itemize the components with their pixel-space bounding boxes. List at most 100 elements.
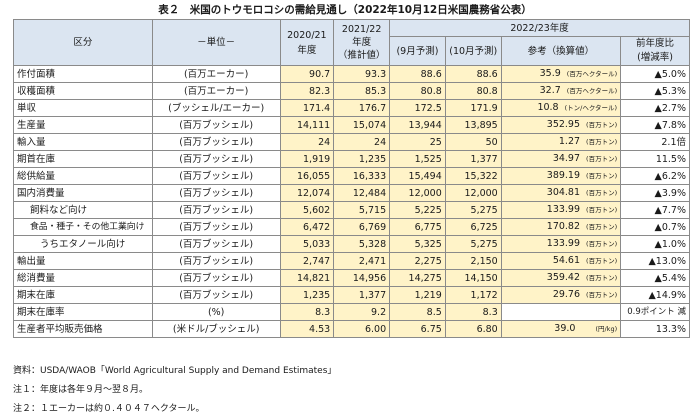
row-change: ▲2.7% bbox=[620, 99, 690, 117]
row-sep: 5,325 bbox=[389, 235, 446, 253]
row-v2020: 16,055 bbox=[279, 167, 335, 185]
row-unit: (百万ブッシェル) bbox=[151, 133, 281, 151]
row-change: ▲5.3% bbox=[620, 82, 690, 100]
row-sep: 6,775 bbox=[389, 218, 446, 236]
row-ref-unit: (百万トン) bbox=[586, 206, 618, 214]
row-v2021: 176.7 bbox=[333, 99, 391, 117]
row-item: 期末在庫率 bbox=[13, 303, 153, 321]
row-sep: 13,944 bbox=[389, 116, 446, 134]
row-v2021: 24 bbox=[333, 133, 391, 151]
table-row: 生産量 (百万ブッシェル) 14,111 15,074 13,944 13,89… bbox=[13, 116, 690, 134]
supply-demand-table: 区分 －単位－ 2020/21 年度 2021/22 年度 （推計値） 2022… bbox=[13, 19, 690, 338]
row-ref-value: 34.97 bbox=[552, 153, 581, 164]
row-unit: (百万ブッシェル) bbox=[151, 286, 281, 304]
row-ref: 170.82 (百万トン) bbox=[500, 218, 622, 236]
row-ref-unit: (百万トン) bbox=[586, 155, 618, 163]
row-v2020: 24 bbox=[279, 133, 335, 151]
row-ref-unit: (円/kg) bbox=[595, 325, 618, 333]
header-2020-year: 2020/21 bbox=[287, 29, 327, 41]
table-row: 食品・種子・その他工業向け (百万ブッシェル) 6,472 6,769 6,77… bbox=[13, 218, 690, 236]
row-change: ▲0.7% bbox=[620, 218, 690, 236]
row-ref-value: 54.61 bbox=[552, 255, 581, 266]
note-2: 注２：１エーカーは約０.４０４７ヘクタール。 bbox=[13, 404, 205, 414]
row-ref-value: 352.95 bbox=[546, 119, 581, 130]
header-oct: (10月予測) bbox=[444, 36, 502, 66]
row-ref-unit: (百万トン) bbox=[586, 189, 618, 197]
row-sep: 1,219 bbox=[389, 286, 446, 304]
row-change: ▲1.0% bbox=[620, 235, 690, 253]
row-v2020: 12,074 bbox=[279, 184, 335, 202]
row-ref bbox=[500, 303, 622, 321]
row-ref: 352.95 (百万トン) bbox=[500, 116, 622, 134]
row-unit: (米ドル/ブッシェル) bbox=[151, 320, 281, 338]
row-item: 輸出量 bbox=[13, 252, 153, 270]
row-oct: 80.8 bbox=[444, 82, 502, 100]
row-sep: 2,275 bbox=[389, 252, 446, 270]
row-v2020: 1,235 bbox=[279, 286, 335, 304]
row-ref-unit: (百万ヘクタール) bbox=[566, 87, 618, 95]
row-oct: 2,150 bbox=[444, 252, 502, 270]
row-unit: (百万ブッシェル) bbox=[151, 269, 281, 287]
row-v2020: 2,747 bbox=[279, 252, 335, 270]
row-v2021: 5,715 bbox=[333, 201, 391, 219]
row-oct: 6,725 bbox=[444, 218, 502, 236]
row-oct: 88.6 bbox=[444, 65, 502, 83]
header-2021-sub: 年度 bbox=[352, 37, 372, 48]
row-oct: 14,150 bbox=[444, 269, 502, 287]
header-2020: 2020/21 年度 bbox=[279, 19, 335, 66]
header-chg-sub: (増減率) bbox=[637, 52, 674, 63]
row-item: 期末在庫 bbox=[13, 286, 153, 304]
row-ref: 133.99 (百万トン) bbox=[500, 201, 622, 219]
row-sep: 5,225 bbox=[389, 201, 446, 219]
row-oct: 15,322 bbox=[444, 167, 502, 185]
row-change: ▲5.0% bbox=[620, 65, 690, 83]
row-v2021: 2,471 bbox=[333, 252, 391, 270]
header-chg: 前年度比 (増減率) bbox=[620, 36, 690, 66]
table-row: 輸出量 (百万ブッシェル) 2,747 2,471 2,275 2,150 54… bbox=[13, 252, 690, 270]
header-2020-sub: 年度 bbox=[297, 44, 317, 56]
row-ref: 389.19 (百万トン) bbox=[500, 167, 622, 185]
table-row: 作付面積 (百万エーカー) 90.7 93.3 88.6 88.6 35.9 (百… bbox=[13, 65, 690, 83]
row-oct: 1,377 bbox=[444, 150, 502, 168]
row-ref: 10.8 (トン/ヘクタール) bbox=[500, 99, 622, 117]
row-v2021: 15,074 bbox=[333, 116, 391, 134]
notes: 資料：USDA/WAOB「World Agricultural Supply a… bbox=[13, 362, 336, 419]
row-v2020: 8.3 bbox=[279, 303, 335, 321]
row-sep: 14,275 bbox=[389, 269, 446, 287]
row-ref: 304.81 (百万トン) bbox=[500, 184, 622, 202]
row-v2020: 90.7 bbox=[279, 65, 335, 83]
row-oct: 171.9 bbox=[444, 99, 502, 117]
row-ref: 32.7 (百万ヘクタール) bbox=[500, 82, 622, 100]
row-item: 生産量 bbox=[13, 116, 153, 134]
row-item: 収穫面積 bbox=[13, 82, 153, 100]
header-unit: －単位－ bbox=[151, 19, 281, 66]
table-row: 総供給量 (百万ブッシェル) 16,055 16,333 15,494 15,3… bbox=[13, 167, 690, 185]
table-row: 生産者平均販売価格 (米ドル/ブッシェル) 4.53 6.00 6.75 6.8… bbox=[13, 320, 690, 338]
row-sep: 8.5 bbox=[389, 303, 446, 321]
row-v2020: 5,033 bbox=[279, 235, 335, 253]
row-ref-value: 35.9 bbox=[539, 68, 561, 79]
row-oct: 8.3 bbox=[444, 303, 502, 321]
row-item: 輸入量 bbox=[13, 133, 153, 151]
row-ref-value: 39.0 bbox=[554, 323, 576, 334]
row-ref-value: 359.42 bbox=[546, 272, 581, 283]
row-ref: 1.27 (百万トン) bbox=[500, 133, 622, 151]
table-row: うちエタノール向け (百万ブッシェル) 5,033 5,328 5,325 5,… bbox=[13, 235, 690, 253]
note-source: 資料：USDA/WAOB「World Agricultural Supply a… bbox=[13, 366, 337, 376]
row-ref: 359.42 (百万トン) bbox=[500, 269, 622, 287]
row-change: ▲5.4% bbox=[620, 269, 690, 287]
row-ref-unit: (百万トン) bbox=[586, 223, 618, 231]
row-ref: 29.76 (百万トン) bbox=[500, 286, 622, 304]
table-row: 収穫面積 (百万エーカー) 82.3 85.3 80.8 80.8 32.7 (百… bbox=[13, 82, 690, 100]
row-unit: (百万ブッシェル) bbox=[151, 235, 281, 253]
row-ref-value: 10.8 bbox=[537, 102, 559, 113]
row-unit: (百万ブッシェル) bbox=[151, 218, 281, 236]
table-row: 総消費量 (百万ブッシェル) 14,821 14,956 14,275 14,1… bbox=[13, 269, 690, 287]
table-row: 期末在庫率 (%) 8.3 9.2 8.5 8.3 0.9ポイント 減 bbox=[13, 303, 690, 321]
row-item: 作付面積 bbox=[13, 65, 153, 83]
row-unit: (百万ブッシェル) bbox=[151, 167, 281, 185]
note-1: 注１：年度は各年９月～翌８月。 bbox=[13, 385, 149, 395]
row-unit: (百万ブッシェル) bbox=[151, 201, 281, 219]
row-ref: 133.99 (百万トン) bbox=[500, 235, 622, 253]
header-2021-year: 2021/22 bbox=[341, 24, 382, 35]
